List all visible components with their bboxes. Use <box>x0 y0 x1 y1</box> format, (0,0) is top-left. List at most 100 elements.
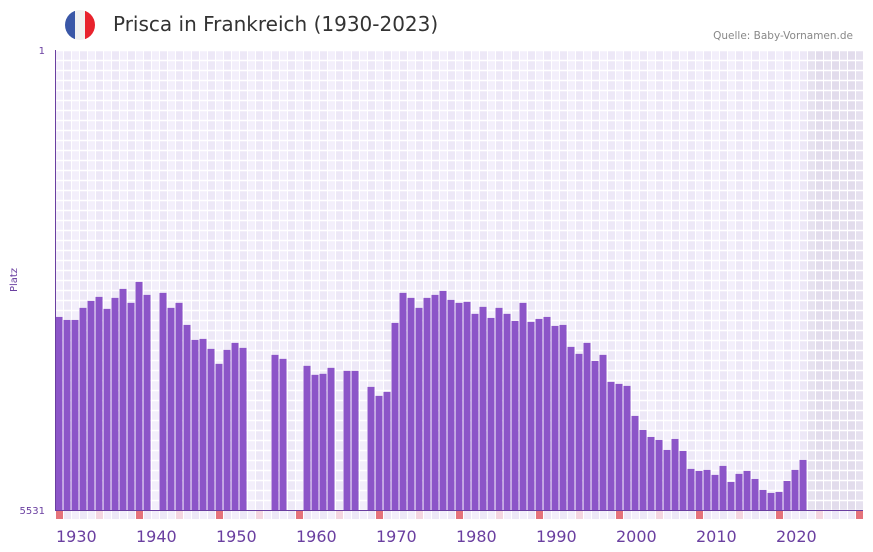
bar-1957[interactable] <box>271 354 279 510</box>
bar-1974[interactable] <box>407 297 415 510</box>
bar-1938[interactable] <box>119 288 127 510</box>
x-tick-2020: 2020 <box>776 527 817 546</box>
bar-2007[interactable] <box>671 438 679 510</box>
bar-1969[interactable] <box>367 386 375 510</box>
bar-1964[interactable] <box>327 367 335 510</box>
bar-1953[interactable] <box>239 347 247 510</box>
bar-1970[interactable] <box>375 395 383 510</box>
bar-1999[interactable] <box>607 381 615 510</box>
bar-1948[interactable] <box>199 338 207 510</box>
bar-1950[interactable] <box>215 363 223 510</box>
bar-2005[interactable] <box>655 439 663 510</box>
bar-2020[interactable] <box>775 491 783 510</box>
bar-2013[interactable] <box>719 465 727 510</box>
bar-1981[interactable] <box>463 301 471 510</box>
bar-2018[interactable] <box>759 489 767 510</box>
bar-1939[interactable] <box>127 302 135 510</box>
bar-1994[interactable] <box>567 346 575 510</box>
bar-1980[interactable] <box>455 302 463 510</box>
bar-2011[interactable] <box>703 469 711 510</box>
bar-1975[interactable] <box>415 307 423 510</box>
bar-1933[interactable] <box>79 307 87 510</box>
year-marker-1980 <box>456 511 463 519</box>
bar-2017[interactable] <box>751 478 759 510</box>
year-marker-2029 <box>848 511 855 519</box>
bar-2023[interactable] <box>799 459 807 510</box>
bar-1996[interactable] <box>583 342 591 510</box>
bar-2002[interactable] <box>631 415 639 510</box>
bar-1962[interactable] <box>311 374 319 510</box>
bar-1973[interactable] <box>399 292 407 510</box>
bar-1967[interactable] <box>351 370 359 510</box>
bar-1949[interactable] <box>207 348 215 510</box>
bar-1930[interactable] <box>55 316 63 510</box>
bar-2010[interactable] <box>695 470 703 510</box>
bar-1936[interactable] <box>103 308 111 510</box>
bar-2003[interactable] <box>639 429 647 510</box>
source-link[interactable]: Quelle: Baby-Vornamen.de <box>713 30 853 42</box>
bar-1935[interactable] <box>95 296 103 510</box>
bar-2016[interactable] <box>743 470 751 510</box>
bar-1932[interactable] <box>71 319 79 510</box>
bar-2009[interactable] <box>687 468 695 510</box>
bar-1944[interactable] <box>167 307 175 510</box>
bar-1991[interactable] <box>543 316 551 510</box>
bar-1993[interactable] <box>559 324 567 510</box>
year-marker-1934 <box>88 511 95 519</box>
bar-2006[interactable] <box>663 449 671 510</box>
bar-1978[interactable] <box>439 290 447 510</box>
bar-1979[interactable] <box>447 299 455 510</box>
year-marker-1952 <box>232 511 239 519</box>
bar-2012[interactable] <box>711 474 719 510</box>
bar-2021[interactable] <box>783 480 791 510</box>
bar-2014[interactable] <box>727 481 735 510</box>
bar-1988[interactable] <box>519 302 527 510</box>
bar-1941[interactable] <box>143 294 151 510</box>
x-tick-1950: 1950 <box>216 527 257 546</box>
year-marker-2014 <box>728 511 735 519</box>
bar-1945[interactable] <box>175 302 183 510</box>
bar-1934[interactable] <box>87 300 95 510</box>
bar-1982[interactable] <box>471 313 479 510</box>
bar-1951[interactable] <box>223 349 231 510</box>
year-marker-1969 <box>368 511 375 519</box>
bar-1986[interactable] <box>503 313 511 510</box>
bar-1937[interactable] <box>111 297 119 510</box>
bar-1958[interactable] <box>279 358 287 510</box>
bar-1971[interactable] <box>383 391 391 510</box>
bar-1947[interactable] <box>191 339 199 510</box>
bar-1976[interactable] <box>423 297 431 510</box>
bar-2004[interactable] <box>647 436 655 510</box>
bar-2015[interactable] <box>735 473 743 510</box>
bar-1998[interactable] <box>599 354 607 510</box>
year-marker-1936 <box>104 511 111 519</box>
bar-1989[interactable] <box>527 321 535 510</box>
bar-1943[interactable] <box>159 292 167 510</box>
bar-1952[interactable] <box>231 342 239 510</box>
bar-1946[interactable] <box>183 324 191 510</box>
bar-1985[interactable] <box>495 307 503 510</box>
bar-1940[interactable] <box>135 281 143 510</box>
year-marker-1979 <box>448 511 455 519</box>
bar-1984[interactable] <box>487 317 495 510</box>
bar-1966[interactable] <box>343 370 351 510</box>
bar-1963[interactable] <box>319 373 327 510</box>
bar-2022[interactable] <box>791 469 799 510</box>
bar-1987[interactable] <box>511 320 519 510</box>
bar-2001[interactable] <box>623 385 631 510</box>
bar-1995[interactable] <box>575 353 583 510</box>
bar-2008[interactable] <box>679 450 687 510</box>
bar-2019[interactable] <box>767 492 775 510</box>
year-marker-2024 <box>808 511 815 519</box>
bar-1972[interactable] <box>391 322 399 510</box>
year-marker-1935 <box>96 511 103 519</box>
bar-1990[interactable] <box>535 318 543 510</box>
bar-1931[interactable] <box>63 319 71 510</box>
bar-1977[interactable] <box>431 294 439 510</box>
bar-1992[interactable] <box>551 325 559 510</box>
bar-1983[interactable] <box>479 306 487 510</box>
bar-1961[interactable] <box>303 365 311 510</box>
bar-2000[interactable] <box>615 383 623 510</box>
bar-1997[interactable] <box>591 360 599 510</box>
